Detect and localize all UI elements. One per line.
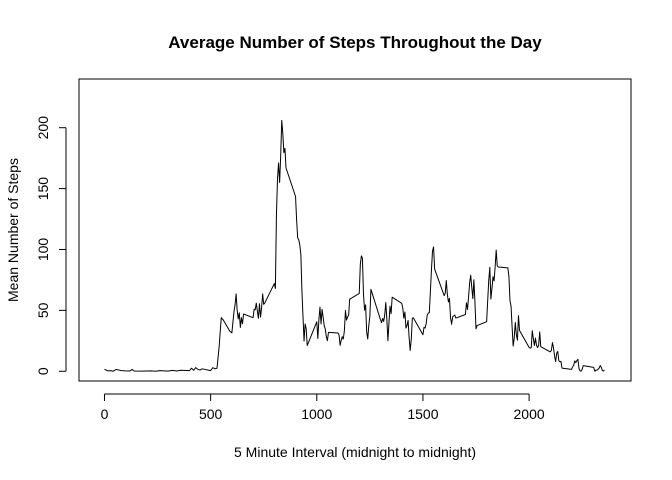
x-tick-label: 2000 [514,406,545,422]
series-line [104,119,605,372]
y-tick-label: 200 [35,116,51,140]
plot-area-border [78,78,632,382]
x-tick-label: 500 [199,406,223,422]
x-tick-label: 1500 [407,406,438,422]
y-tick-label: 150 [35,177,51,201]
y-axis-label: Mean Number of Steps [5,158,21,302]
y-axis: 0 50 100 150 200 [35,116,67,375]
x-axis: 0 500 1000 1500 2000 [101,393,545,422]
chart-title: Average Number of Steps Throughout the D… [168,33,542,52]
x-tick-label: 1000 [301,406,332,422]
y-tick-label: 0 [35,367,51,375]
series-group [104,119,605,372]
y-tick-label: 100 [35,238,51,262]
y-tick-label: 50 [35,302,51,318]
x-tick-label: 0 [101,406,109,422]
x-axis-label: 5 Minute Interval (midnight to midnight) [234,444,476,460]
